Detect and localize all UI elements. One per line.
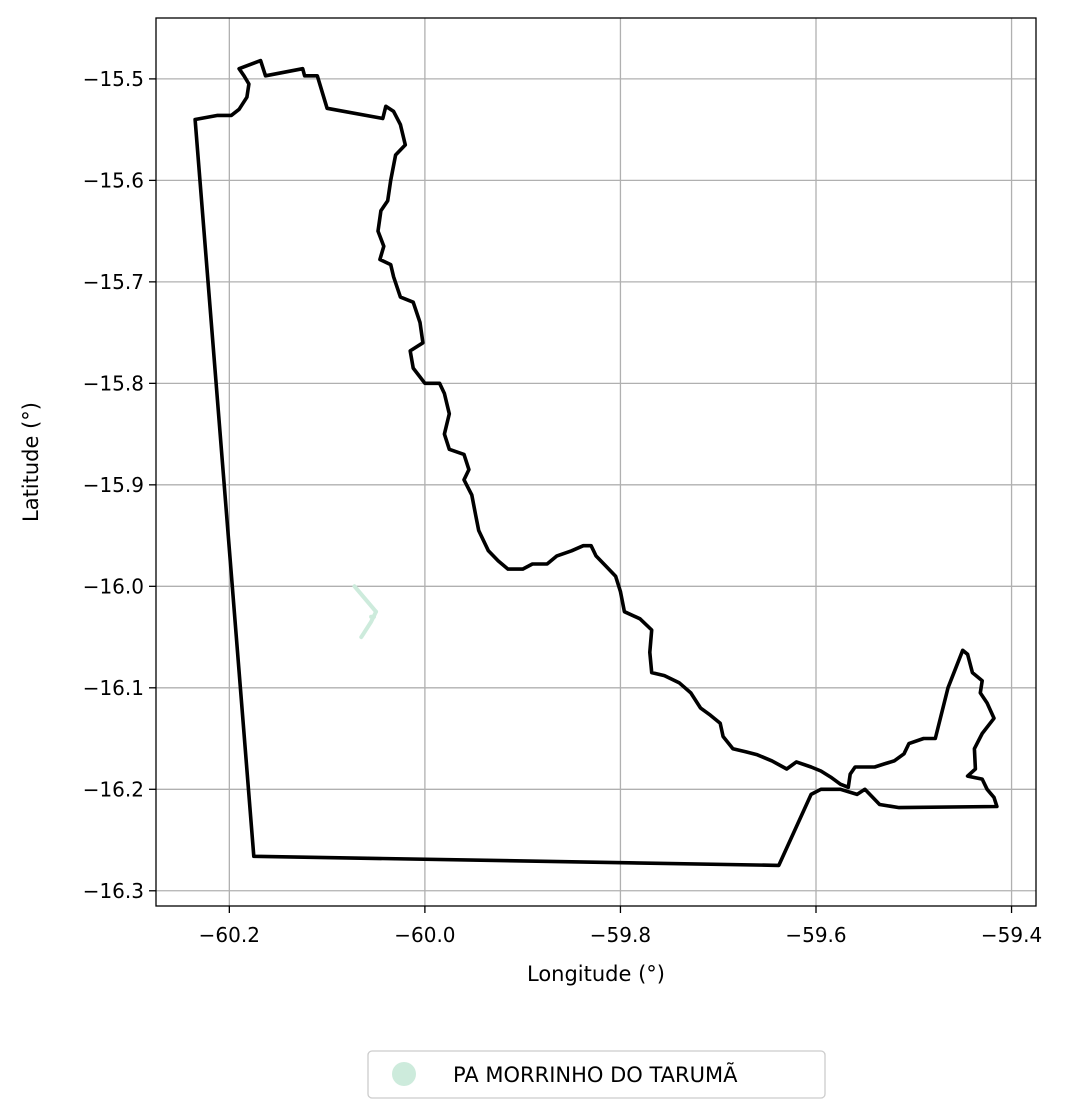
y-tick-label: −15.8	[83, 371, 144, 395]
y-tick-label: −16.2	[83, 777, 144, 801]
boundary-outline	[193, 58, 999, 868]
boundary-layer	[193, 58, 999, 868]
y-tick-label: −16.1	[83, 676, 144, 700]
y-tick-label: −16.0	[83, 574, 144, 598]
x-tick-label: −60.0	[394, 923, 455, 947]
legend-label: PA MORRINHO DO TARUMÃ	[453, 1061, 738, 1087]
y-tick-label: −15.5	[83, 67, 144, 91]
x-axis-label: Longitude (°)	[527, 962, 665, 986]
plot-frame	[155, 17, 1037, 907]
y-axis-ticks: −15.5 −15.6 −15.7 −15.8 −15.9 −16.0 −16.1 −16.2…	[83, 67, 156, 903]
y-tick-label: −15.6	[83, 168, 144, 192]
y-tick-label: −15.9	[83, 473, 144, 497]
y-tick-label: −16.3	[83, 879, 144, 903]
x-tick-label: −59.8	[590, 923, 651, 947]
series-layer	[352, 584, 378, 640]
series-line	[352, 584, 378, 614]
grid-lines	[156, 18, 1036, 906]
legend-marker	[392, 1062, 416, 1086]
x-tick-label: −60.2	[199, 923, 260, 947]
x-tick-label: −59.6	[785, 923, 846, 947]
x-tick-label: −59.4	[981, 923, 1042, 947]
legend: PA MORRINHO DO TARUMÃ	[367, 1050, 826, 1099]
legend-frame	[367, 1050, 826, 1099]
y-axis-label: Latitude (°)	[19, 402, 43, 522]
y-tick-label: −15.7	[83, 270, 144, 294]
x-axis-ticks: −60.2 −60.0 −59.8 −59.6 −59.4	[199, 906, 1042, 947]
